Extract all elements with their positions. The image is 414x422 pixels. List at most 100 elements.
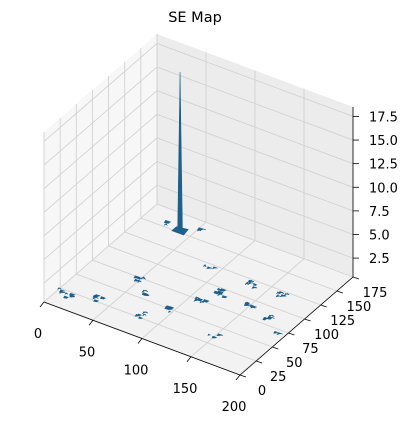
y-tick (239, 374, 247, 378)
surface-patch (262, 317, 267, 321)
surface-patch (202, 299, 210, 303)
surface-patch (68, 292, 76, 296)
surface-patch (164, 222, 168, 226)
grid-line-z (43, 160, 354, 260)
surface-patch (99, 296, 106, 300)
grid-line-z (43, 66, 354, 166)
surface-patch (213, 290, 220, 295)
y-tick-label: 50 (286, 356, 303, 371)
surface-patch (217, 287, 222, 291)
grid-line-z (43, 90, 354, 190)
surface-patch (193, 298, 201, 302)
surface-patch (142, 292, 149, 296)
x-tick-label: 150 (173, 382, 198, 397)
surface-patch (137, 280, 142, 284)
y-tick (336, 290, 343, 294)
x-tick (88, 320, 94, 326)
x-tick (186, 356, 192, 362)
surface-patch (273, 331, 277, 334)
y-tick-label: 75 (302, 342, 319, 357)
surface-patch (203, 263, 207, 268)
surface-patch (251, 286, 258, 289)
y-tick-label: 25 (270, 370, 287, 385)
y-tick-label: 125 (330, 314, 355, 329)
surface-patch (250, 305, 257, 308)
surface-patch (199, 300, 204, 304)
y-tick (288, 332, 295, 336)
z-tick-label: 2.5 (369, 252, 390, 267)
surface-patch (195, 298, 199, 301)
surface-patch (69, 294, 75, 298)
y-tick-label: 175 (363, 286, 388, 301)
surface-patch (92, 296, 99, 300)
surface-patch (142, 313, 147, 317)
surface-patch (284, 293, 290, 296)
surface-patch (244, 281, 250, 286)
surface-patch (141, 311, 149, 315)
surface-patch (221, 295, 228, 299)
surface-patch (280, 294, 287, 297)
grid-line-z (43, 137, 354, 237)
x-tick-label: 50 (79, 345, 96, 360)
surface-patch (64, 292, 68, 295)
surface-patch (136, 313, 142, 317)
x-tick (39, 301, 45, 308)
surface-patch (57, 287, 62, 290)
surface-patch (63, 295, 69, 299)
surface-patch (137, 276, 142, 280)
surface-patch (252, 283, 258, 286)
z-tick-label: 7.5 (369, 205, 390, 220)
surface-patch (141, 289, 149, 293)
x-tick (137, 338, 143, 344)
surface-patch (245, 301, 251, 305)
surface-patch (243, 303, 252, 306)
surface-patch (167, 310, 172, 313)
chart-title: SE Map (168, 10, 222, 26)
surface-patch (211, 335, 218, 339)
tick-marks: 05010015020002550751001251501752.55.07.5… (34, 110, 398, 415)
surface-patch (266, 316, 273, 320)
surface-patch (93, 299, 100, 303)
y-tick-label: 100 (314, 328, 339, 343)
surface-patch (276, 332, 283, 335)
x-tick-label: 0 (34, 327, 42, 342)
surface-patch (59, 289, 66, 293)
grid-line-z (43, 184, 354, 284)
surface-patch (196, 227, 204, 231)
z-tick-label: 10.0 (369, 181, 398, 196)
y-tick-label: 0 (258, 384, 266, 399)
surface-patch (140, 276, 147, 280)
y-tick (352, 276, 360, 280)
surface-patch (163, 220, 172, 224)
z-tick-label: 15.0 (369, 134, 398, 149)
surface-patch (212, 266, 218, 270)
grid-line-z (43, 42, 354, 142)
grid-line-z (43, 113, 354, 213)
surface-patch (247, 279, 255, 283)
x-tick-label: 200 (222, 400, 247, 415)
surface-patch (197, 229, 202, 232)
surface-patch (164, 306, 172, 310)
surface-patch (138, 316, 144, 319)
y-tick (256, 360, 263, 364)
surface-patch (268, 314, 275, 318)
x-tick (235, 374, 241, 381)
surface-patch (206, 266, 212, 269)
y-tick (320, 304, 327, 308)
y-tick-label: 150 (346, 300, 371, 315)
surface-patch (133, 278, 141, 282)
surface-peak-base (171, 226, 189, 236)
surface-patch (207, 333, 211, 337)
surface-patch (216, 333, 223, 337)
surface-patch (94, 294, 101, 297)
x-tick-label: 100 (124, 364, 149, 379)
y-tick (272, 346, 279, 350)
surface-patch (217, 293, 223, 297)
z-tick-label: 12.5 (369, 158, 398, 173)
y-axis-line (239, 276, 354, 376)
surface-plot (57, 72, 290, 339)
z-tick-label: 5.0 (369, 229, 390, 244)
z-tick-label: 17.5 (369, 110, 398, 125)
y-tick (304, 318, 311, 322)
